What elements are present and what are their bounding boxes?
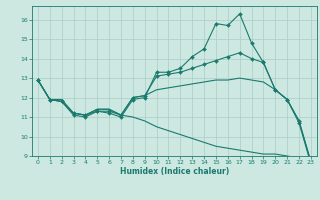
- X-axis label: Humidex (Indice chaleur): Humidex (Indice chaleur): [120, 167, 229, 176]
